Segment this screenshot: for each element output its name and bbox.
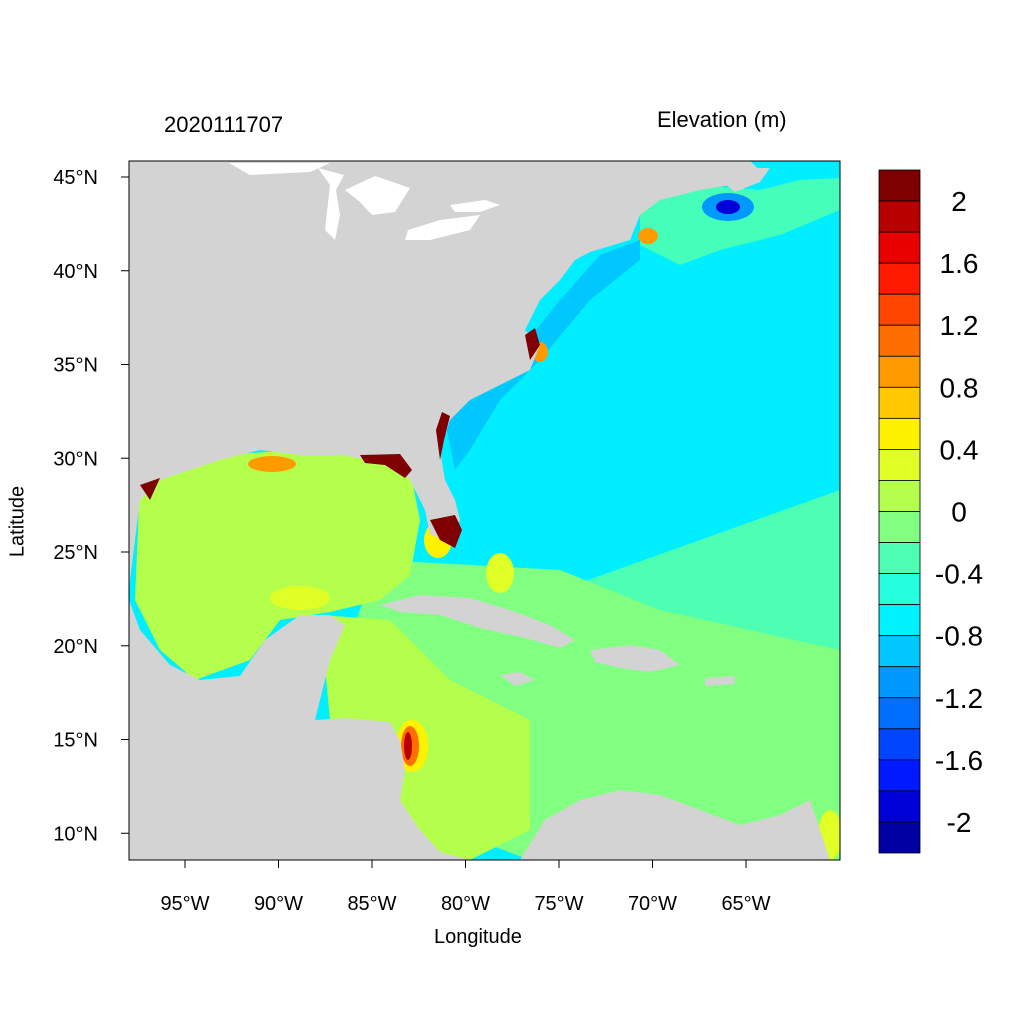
date-title: 2020111707 [164, 112, 284, 137]
cuba-land [380, 595, 575, 648]
texas-coast-surge [140, 478, 160, 500]
colorbar-swatch [878, 324, 921, 357]
colorbar-swatch [878, 480, 921, 512]
variable-title: Elevation (m) [657, 107, 787, 132]
central-america-land [129, 600, 470, 860]
hispaniola-land [590, 645, 680, 672]
nova-scotia-low-core [716, 200, 740, 214]
lake-superior [229, 163, 330, 175]
nova-scotia-land [720, 168, 770, 192]
colorbar-label: 0.4 [940, 434, 979, 465]
y-tick-label: 45°N [53, 167, 98, 189]
carolina-sound-surge [525, 328, 540, 360]
colorbar-label: 1.2 [940, 310, 979, 341]
x-axis-ticks: 95°W 90°W 85°W 80°W 75°W 70°W 65°W [160, 860, 771, 915]
georgia-coast-surge [436, 412, 450, 460]
colorbar-label: -0.4 [935, 559, 983, 590]
colorbar-swatch [878, 635, 921, 668]
colorbar-label: 1.6 [940, 248, 979, 279]
y-tick-label: 35°N [53, 355, 98, 377]
x-tick-label: 95°W [160, 893, 209, 915]
florida-surge-flood [430, 515, 462, 548]
colorbar-label: 0 [951, 497, 967, 528]
y-axis-ticks: 45°N 40°N 35°N 30°N 25°N 20°N 15°N 10°N [53, 167, 129, 845]
north-america-land [129, 161, 760, 600]
y-tick-label: 20°N [53, 636, 98, 658]
y-tick-label: 30°N [53, 448, 98, 470]
colorbar-label: -0.8 [935, 621, 983, 652]
colorbar-swatch [878, 728, 921, 761]
colorbar-swatch [878, 449, 921, 481]
x-axis-label: Longitude [434, 926, 522, 948]
colorbar-swatch [878, 821, 921, 854]
colorbar-label: -1.6 [935, 745, 983, 776]
x-tick-label: 70°W [628, 893, 677, 915]
colorbar-swatch [878, 573, 921, 606]
puerto-rico-land [705, 676, 735, 686]
lake-huron [345, 176, 410, 215]
colorbar-swatch [878, 666, 921, 699]
colorbar-swatch [878, 386, 921, 419]
colorbar-label: 2 [951, 186, 967, 217]
jamaica-land [500, 672, 535, 686]
y-tick-label: 40°N [53, 261, 98, 283]
y-tick-label: 10°N [53, 823, 98, 845]
map-area [129, 161, 840, 860]
colorbar-swatch [878, 511, 921, 543]
colorbar-swatch [878, 759, 921, 792]
honduras-surge-core [404, 732, 412, 760]
colorbar-swatch [878, 262, 921, 295]
colorbar-swatch [878, 200, 921, 233]
colorbar-swatch [878, 293, 921, 326]
y-tick-label: 15°N [53, 730, 98, 752]
colorbar-swatch [878, 542, 921, 574]
colorbar-swatch [878, 604, 921, 637]
y-tick-label: 25°N [53, 542, 98, 564]
yucatan-shelf [270, 586, 330, 610]
colorbar-label: -2 [947, 807, 972, 838]
colorbar-swatch [878, 697, 921, 730]
colorbar-swatch [878, 231, 921, 264]
x-tick-label: 80°W [441, 893, 490, 915]
louisiana-surge [248, 456, 296, 472]
big-bend-surge [360, 454, 412, 478]
colorbar-swatch [878, 417, 921, 450]
south-america-land [520, 790, 830, 860]
gulf-of-maine [640, 178, 840, 265]
x-tick-label: 85°W [347, 893, 396, 915]
colorbar-swatch [878, 790, 921, 823]
x-tick-label: 90°W [254, 893, 303, 915]
x-tick-label: 75°W [534, 893, 583, 915]
x-tick-label: 65°W [721, 893, 770, 915]
plot-frame [128, 160, 841, 861]
colorbar-swatch [878, 169, 921, 202]
bahamas-bank [486, 553, 514, 593]
colorbar-swatch [878, 355, 921, 388]
gulf-of-mexico [135, 450, 420, 680]
colorbar: 2 1.6 1.2 0.8 0.4 0 -0.4 -0.8 -1.2 -1.6 -2 [878, 169, 983, 854]
lake-erie [405, 215, 480, 240]
lake-michigan [318, 168, 344, 240]
colorbar-label: -1.2 [935, 683, 983, 714]
colorbar-label: 0.8 [940, 372, 979, 403]
cape-cod-surge [638, 228, 658, 244]
lake-ontario [450, 200, 500, 212]
